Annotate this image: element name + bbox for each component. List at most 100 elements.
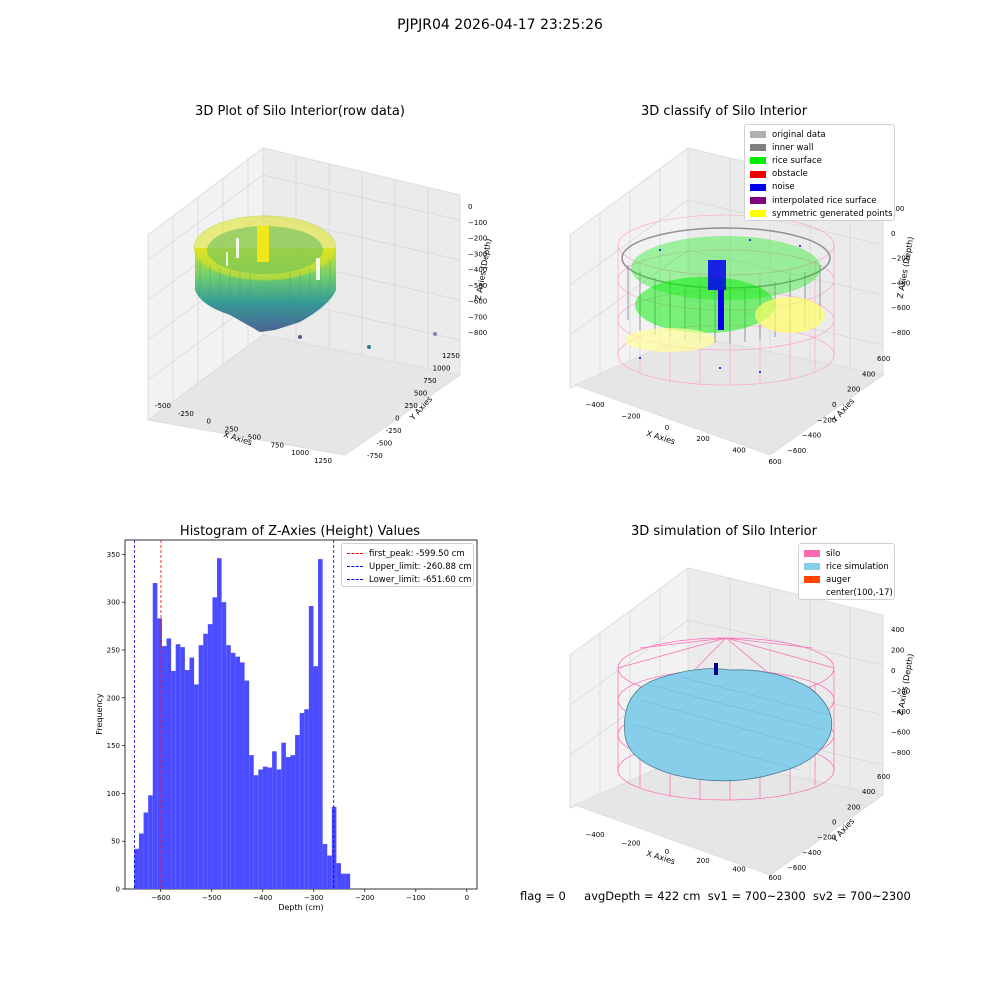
legend-swatch: [750, 210, 766, 218]
histogram-bar: [171, 670, 176, 889]
legend-swatch: [804, 550, 820, 558]
x-tick-label: −200: [355, 894, 374, 902]
legend-swatch: [804, 563, 820, 571]
classify-xlabel: X Axies: [645, 429, 676, 446]
cls-z-tick: −400: [891, 279, 910, 287]
simulation-plot-title: 3D simulation of Silo Interior: [631, 524, 817, 539]
histogram-bar: [184, 670, 190, 889]
cls-y-tick: 400: [862, 370, 875, 378]
histogram-bar: [281, 742, 286, 889]
legend-swatch: [750, 170, 766, 178]
raw-z-tick: −400: [468, 266, 487, 274]
legend-entry: noise: [750, 181, 889, 194]
histogram-bar: [244, 680, 250, 889]
x-tick-label: 0: [465, 894, 469, 902]
histogram-bar: [194, 684, 199, 889]
legend-entry: obstacle: [750, 168, 889, 181]
cls-y-tick: 200: [847, 386, 860, 394]
histogram-title: Histogram of Z-Axies (Height) Values: [179, 524, 421, 539]
legend-label: first_peak: -599.50 cm: [369, 548, 465, 559]
raw-z-tick: −300: [468, 250, 487, 258]
histogram-legend: first_peak: -599.50 cm Upper_limit: -260.…: [341, 543, 474, 587]
histogram-bar: [345, 873, 351, 889]
status-footer: flag = 0 avgDepth = 422 cm sv1 = 700~230…: [520, 889, 911, 903]
legend-label: auger: [826, 574, 851, 585]
raw-y-tick: -250: [386, 427, 402, 435]
histogram-bar: [249, 755, 254, 889]
sim-x-tick: 600: [768, 874, 781, 882]
legend-entry: inner wall: [750, 141, 889, 154]
legend-swatch: [750, 183, 766, 191]
histogram-bar: [318, 559, 323, 889]
sim-z-tick: 200: [891, 647, 904, 655]
histogram-bar: [340, 873, 346, 889]
cls-x-tick: 400: [732, 447, 745, 455]
histogram-bar: [189, 657, 195, 889]
cls-y-tick: 600: [877, 355, 890, 363]
legend-swatch: [750, 197, 766, 205]
raw-y-tick: 250: [405, 402, 418, 410]
sim-x-tick: 0: [665, 848, 669, 856]
cls-y-tick: −200: [817, 416, 836, 424]
cls-x-tick: −400: [585, 401, 604, 409]
histogram-bar: [152, 583, 158, 889]
legend-label: obstacle: [772, 169, 808, 180]
cls-z-tick: 200: [891, 205, 904, 213]
classify-zlabel: Z Axies (Depth): [896, 236, 916, 299]
legend-swatch: [750, 131, 766, 139]
histogram-xlabel: Depth (cm): [278, 903, 323, 912]
y-tick-label: 300: [107, 599, 120, 607]
simulation-legend: silo rice simulation auger center(100,-17): [798, 543, 895, 600]
sim-x-tick: −200: [621, 840, 640, 848]
classify-plot-title: 3D classify of Silo Interior: [640, 104, 808, 119]
raw-x-tick: 0: [206, 418, 210, 426]
histogram-bar: [207, 624, 213, 889]
raw-z-tick: −600: [468, 298, 487, 306]
histogram-bar: [198, 645, 204, 889]
raw-y-tick: 1000: [433, 365, 451, 373]
raw-x-tick: -500: [155, 402, 171, 410]
figure-title: PJPJR04 2026-04-17 23:25:26: [397, 17, 603, 33]
legend-entry: original data: [750, 128, 889, 141]
histogram-bar: [134, 848, 139, 889]
histogram-bar: [253, 775, 259, 889]
legend-label: rice simulation: [826, 561, 889, 572]
x-tick-label: −100: [406, 894, 425, 902]
cls-y-tick: −400: [802, 432, 821, 440]
y-tick-label: 200: [107, 694, 120, 702]
histogram-bar: [295, 735, 300, 889]
histogram-bar: [308, 605, 314, 889]
histogram-bar: [267, 767, 273, 889]
histogram-bar: [336, 863, 341, 889]
histogram-bar: [285, 757, 291, 889]
histogram-bar: [203, 633, 208, 889]
legend-label: rice surface: [772, 155, 822, 166]
cls-z-tick: −600: [891, 304, 910, 312]
sim-y-tick: 400: [862, 788, 875, 796]
legend-label: Lower_limit: -651.60 cm: [369, 574, 472, 585]
histogram-bar: [239, 662, 245, 889]
legend-swatch: [804, 576, 820, 584]
raw-z-tick: −800: [468, 329, 487, 337]
legend-entry: Upper_limit: -260.88 cm: [347, 560, 472, 573]
sim-z-tick: 0: [891, 667, 895, 675]
legend-entry: rice surface: [750, 154, 889, 167]
sim-y-tick: 0: [832, 819, 836, 827]
sim-z-tick: −800: [891, 749, 910, 757]
legend-entry: silo: [804, 547, 889, 560]
legend-swatch: [750, 144, 766, 152]
raw-z-tick: 0: [468, 203, 472, 211]
raw-x-tick: 1000: [291, 449, 309, 457]
legend-entry: center(100,-17): [804, 587, 893, 600]
x-tick-label: −500: [202, 894, 221, 902]
raw-y-tick: -500: [376, 440, 392, 448]
sim-y-tick: 200: [847, 803, 860, 811]
legend-label: noise: [772, 182, 795, 193]
y-tick-label: 350: [107, 551, 120, 559]
legend-swatch: [804, 590, 820, 597]
cls-x-tick: 600: [768, 458, 781, 466]
histogram-bar: [258, 769, 263, 889]
legend-entry: first_peak: -599.50 cm: [347, 547, 468, 560]
raw-y-tick: 500: [414, 390, 427, 398]
